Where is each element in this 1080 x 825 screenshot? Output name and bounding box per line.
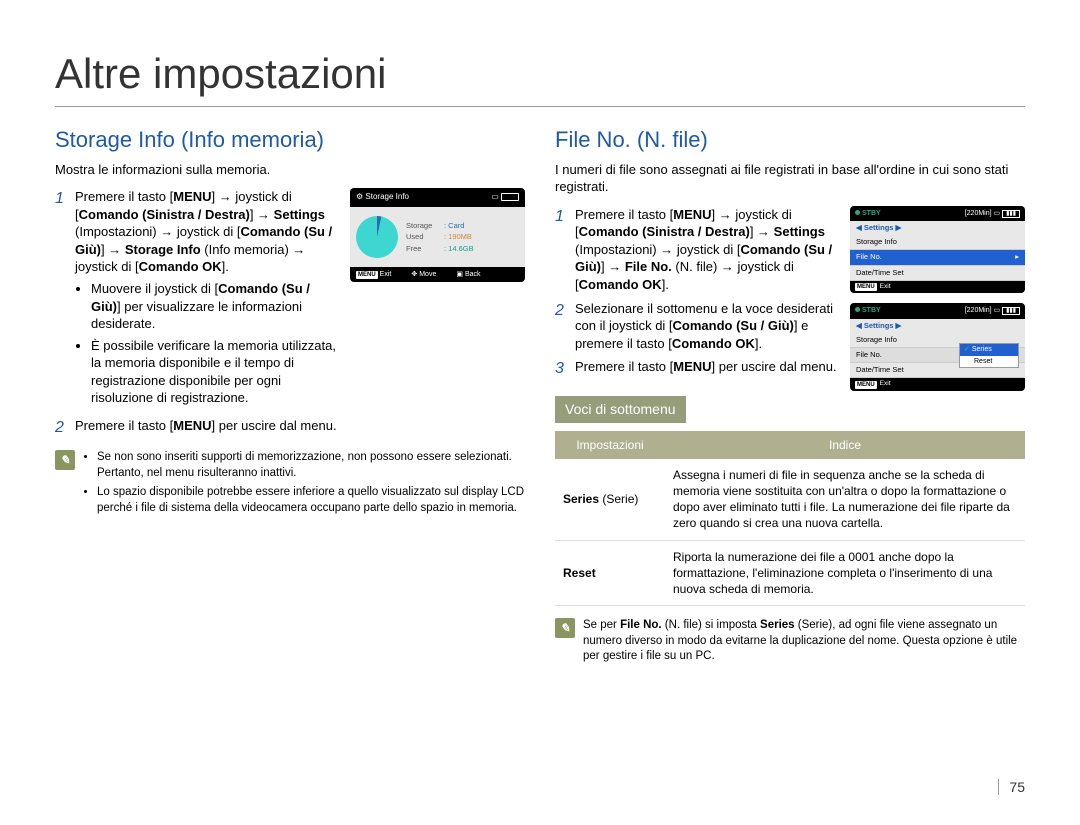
- fileno-screenshot-1: STBY [220Min] ▭ ▮▮▮ ◀ Settings ▶ Storage…: [850, 206, 1025, 401]
- section-subtitle-right: I numeri di file sono assegnati ai file …: [555, 161, 1025, 196]
- options-table: Impostazioni Indice Series (Serie) Asseg…: [555, 431, 1025, 607]
- step-3-right: Premere il tasto [MENU] per uscire dal m…: [575, 358, 842, 380]
- left-column: Storage Info (Info memoria) Mostra le in…: [55, 125, 525, 665]
- note-icon: ✎: [55, 450, 75, 470]
- right-column: File No. (N. file) I numeri di file sono…: [555, 125, 1025, 665]
- th-impostazioni: Impostazioni: [555, 431, 665, 459]
- section-heading-left: Storage Info (Info memoria): [55, 125, 525, 155]
- step-number: 3: [555, 358, 575, 380]
- step-2-left: Premere il tasto [MENU] per uscire dal m…: [75, 417, 525, 439]
- table-row: Reset Riporta la numerazione dei file a …: [555, 540, 1025, 606]
- step-number: 2: [555, 300, 575, 353]
- storage-info-screenshot: ⚙ Storage Info ▭ Storage: Card Used: 190…: [350, 188, 525, 282]
- table-row: Series (Serie) Assegna i numeri di file …: [555, 459, 1025, 540]
- step-number: 2: [55, 417, 75, 439]
- step-1-right: Premere il tasto [MENU] → joystick di [C…: [575, 206, 842, 294]
- note-right: ✎ Se per File No. (N. file) si imposta S…: [555, 618, 1025, 665]
- page-title: Altre impostazioni: [55, 50, 1025, 107]
- note-left: ✎ Se non sono inseriti supporti di memor…: [55, 450, 525, 520]
- submenu-label: Voci di sottomenu: [555, 396, 686, 423]
- th-indice: Indice: [665, 431, 1025, 459]
- fileno-screenshot-2: STBY [220Min] ▭ ▮▮▮ ◀ Settings ▶ Storage…: [850, 303, 1025, 391]
- pie-chart-icon: [356, 216, 398, 258]
- section-subtitle-left: Mostra le informazioni sulla memoria.: [55, 161, 525, 179]
- page-number: 75: [998, 779, 1025, 795]
- sc-title: Storage Info: [365, 192, 409, 201]
- step-1-left: Premere il tasto [MENU] → joystick di [C…: [75, 188, 342, 411]
- note-icon: ✎: [555, 618, 575, 638]
- step-2-right: Selezionare il sottomenu e la voce desid…: [575, 300, 842, 353]
- section-heading-right: File No. (N. file): [555, 125, 1025, 155]
- step-number: 1: [55, 188, 75, 411]
- step-number: 1: [555, 206, 575, 294]
